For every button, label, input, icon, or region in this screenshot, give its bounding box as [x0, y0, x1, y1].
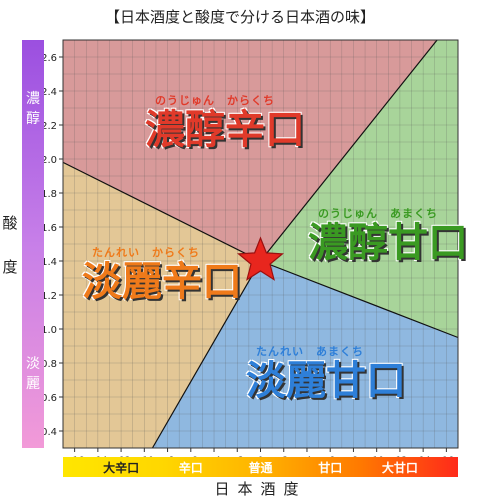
- acidity-gradient-bar: [22, 40, 44, 448]
- region-rich-sweet-label: 濃醇甘口: [308, 220, 468, 266]
- center-star-icon: [237, 236, 284, 281]
- boundary-line-3: [151, 260, 262, 449]
- acidity-rich-label-1: 濃: [26, 91, 40, 107]
- region-rich-sweet-fill: [260, 40, 458, 338]
- y-axis-label-1: 酸: [2, 214, 18, 232]
- y-tick-label: 0.4: [41, 427, 57, 438]
- sweetness-label-5: 大甘口: [381, 461, 418, 475]
- region-rich-dry: のうじゅん からくち 濃醇辛口: [145, 92, 305, 152]
- y-tick-label: 2.6: [41, 53, 57, 64]
- region-light-sweet-fill: [152, 261, 459, 448]
- region-light-dry-furigana: たんれい からくち: [92, 246, 200, 259]
- region-rich-dry-label: 濃醇辛口: [145, 107, 305, 153]
- region-light-dry-label: 淡麗辛口: [82, 259, 242, 305]
- region-light-sweet-label: 淡麗甘口: [246, 358, 406, 404]
- y-tick-label: 2.0: [41, 155, 57, 166]
- region-light-dry-fill: [63, 162, 261, 448]
- sweetness-label-1: 大辛口: [103, 461, 140, 475]
- region-rich-dry-furigana: のうじゅん からくち: [155, 94, 275, 107]
- sweetness-label-3: 普通: [248, 461, 273, 475]
- y-tick-label: 1.2: [41, 291, 57, 302]
- y-axis-label-2: 度: [2, 258, 18, 276]
- y-tick-label: 1.6: [41, 223, 57, 234]
- boundary-line-4: [260, 260, 459, 339]
- region-rich-sweet-furigana: のうじゅん あまくち: [318, 207, 438, 220]
- region-rich-sweet: のうじゅん あまくち 濃醇甘口: [308, 205, 468, 265]
- sweetness-label-2: 辛口: [178, 461, 203, 475]
- y-tick-label: 1.0: [41, 325, 57, 336]
- y-tick-label: 0.6: [41, 393, 57, 404]
- region-rich-dry-fill: [63, 40, 438, 261]
- y-tick-label: 0.8: [41, 359, 57, 370]
- y-tick-label: 2.2: [41, 121, 57, 132]
- acidity-light-label-2: 麗: [26, 376, 40, 392]
- sweetness-label-4: 甘口: [318, 461, 343, 475]
- boundary-line-1: [62, 161, 261, 262]
- region-light-sweet-furigana: たんれい あまくち: [256, 345, 364, 358]
- y-tick-label: 1.8: [41, 189, 57, 200]
- acidity-light-label-1: 淡: [26, 356, 40, 372]
- region-light-sweet: たんれい あまくち 淡麗甘口: [246, 343, 406, 403]
- sweetness-gradient-bar: [63, 457, 458, 477]
- y-tick-label: 2.4: [41, 87, 57, 98]
- y-tick-label: 1.4: [41, 257, 57, 268]
- region-light-dry: たんれい からくち 淡麗辛口: [82, 244, 242, 304]
- acidity-rich-label-2: 醇: [26, 111, 40, 127]
- boundary-line-2: [260, 39, 438, 262]
- chart-title: 【日本酒度と酸度で分ける日本酒の味】: [104, 8, 375, 26]
- x-axis-label: 日本酒度: [214, 480, 307, 498]
